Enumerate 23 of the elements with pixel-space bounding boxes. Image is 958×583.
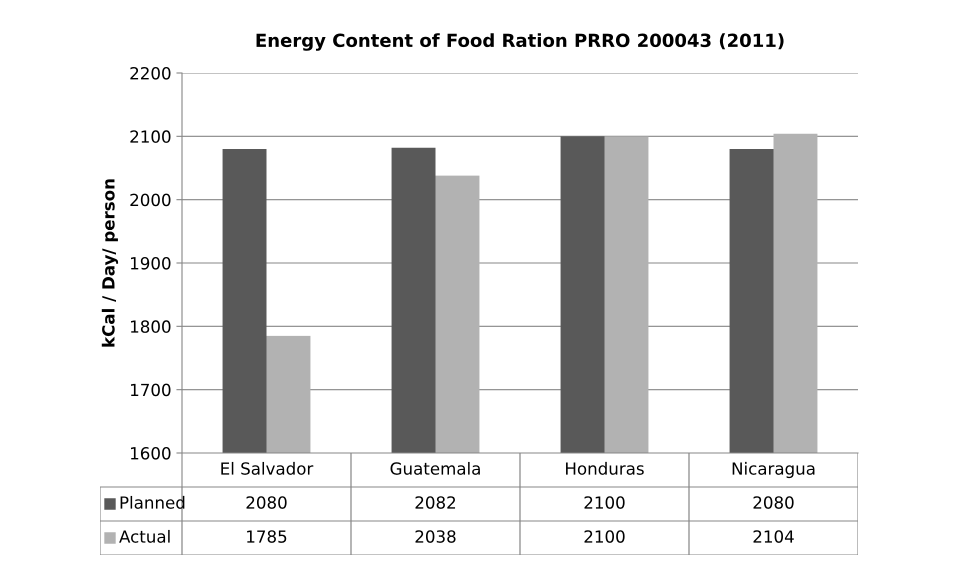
x-tick-label: Nicaragua	[732, 462, 814, 478]
data-label: 2100	[584, 496, 625, 509]
legend-label: Actual	[119, 530, 170, 543]
y-tick-label: 1800	[130, 320, 170, 333]
legend-label: Planned	[120, 496, 184, 509]
chart-title: Energy Content of Food Ration PRRO 200043 (2011)	[256, 33, 784, 51]
data-label: 2082	[416, 496, 456, 509]
y-tick-label: 2100	[130, 130, 170, 143]
x-tick-label: El Salvador	[221, 462, 314, 475]
y-tick-label: 1600	[130, 446, 170, 460]
data-label: 2104	[754, 530, 794, 543]
x-tick-label: Honduras	[566, 462, 644, 475]
data-label: 2038	[416, 530, 456, 543]
x-tick-label: Guatemala	[390, 462, 480, 475]
y-tick-label: 1900	[130, 256, 170, 270]
y-tick-label: 2000	[130, 194, 170, 206]
data-label: 2080	[754, 496, 794, 509]
y-tick-label: 2200	[130, 66, 170, 80]
y-axis-title: kCal / Day/ person	[102, 179, 118, 347]
data-label: 2100	[584, 530, 625, 543]
data-label: 2080	[246, 496, 287, 509]
data-label: 1785	[247, 530, 286, 543]
y-tick-label: 1700	[130, 384, 170, 396]
